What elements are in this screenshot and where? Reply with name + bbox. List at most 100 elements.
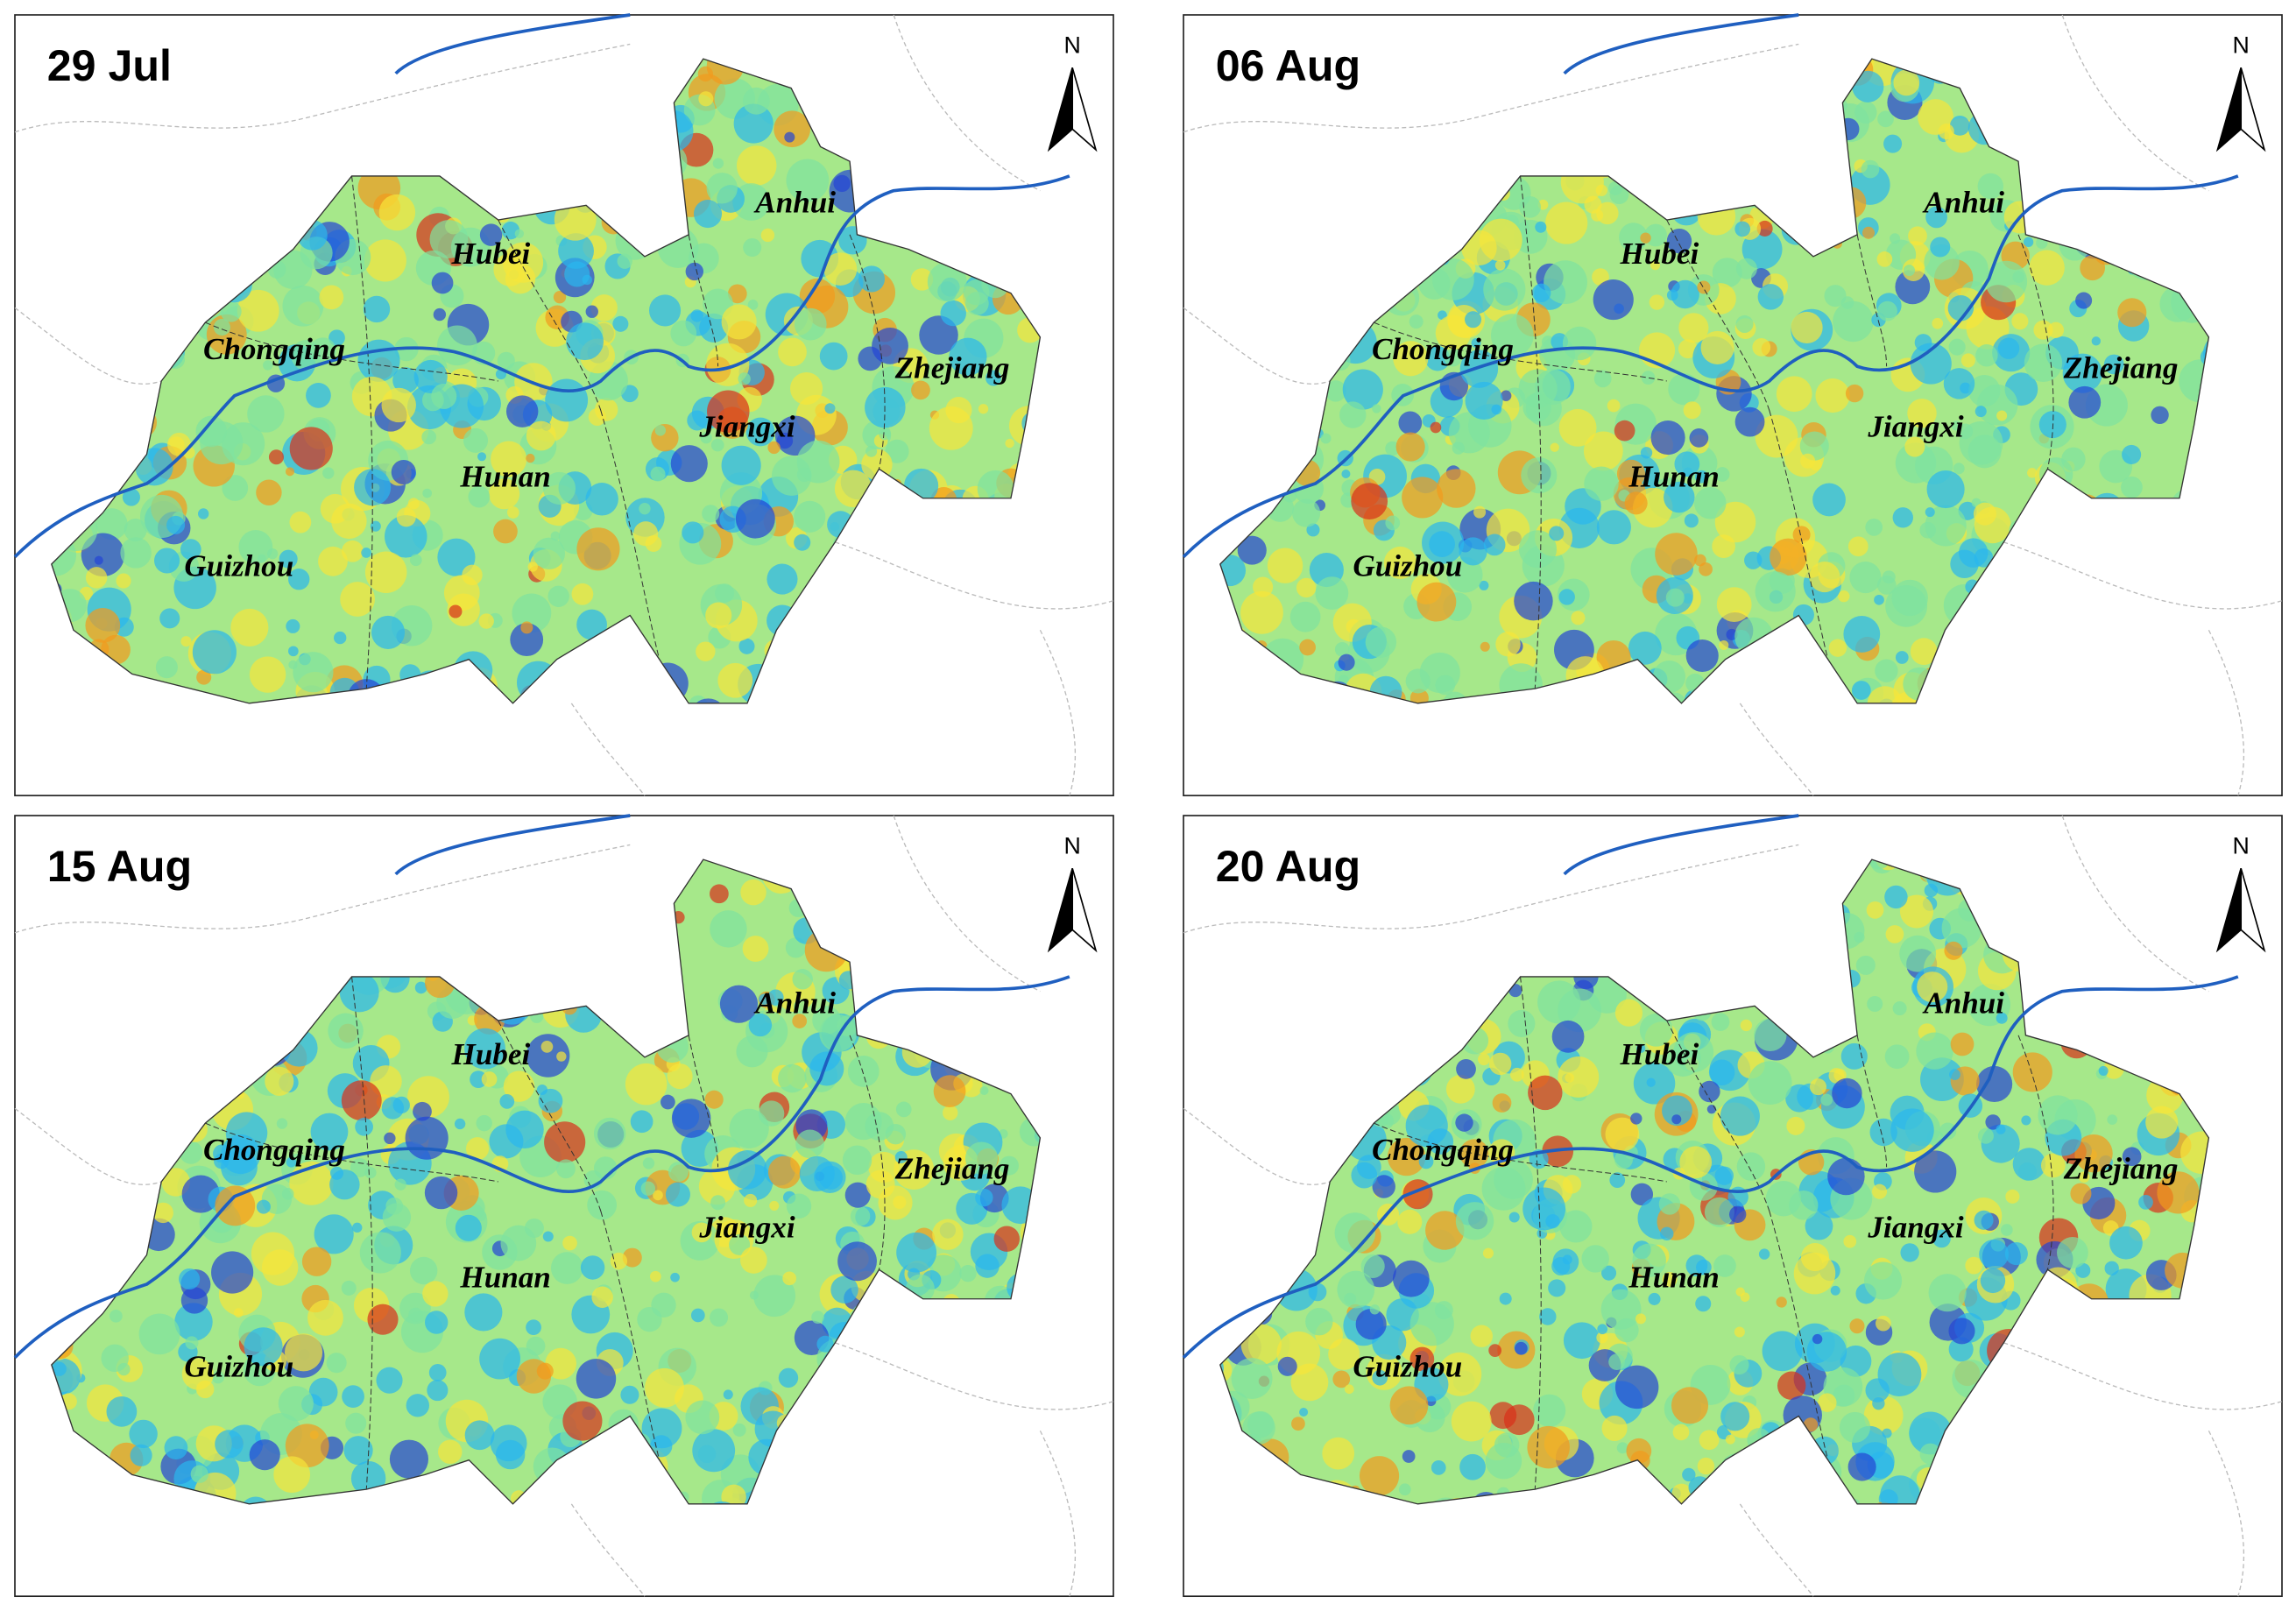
river xyxy=(13,814,1070,1359)
raster-patch xyxy=(1351,1162,1378,1189)
raster-patch xyxy=(1977,1127,1994,1144)
raster-patch xyxy=(1624,491,1648,515)
raster-patch xyxy=(422,1281,449,1307)
raster-patch xyxy=(587,1190,618,1220)
raster-patch xyxy=(585,305,598,318)
raster-patch xyxy=(159,608,180,629)
raster-patch xyxy=(1355,1308,1387,1340)
raster-patch xyxy=(493,519,518,544)
province-label: Anhui xyxy=(1922,186,2004,220)
raster-patch xyxy=(276,1118,288,1129)
raster-patch xyxy=(1483,268,1526,311)
raster-patch xyxy=(385,1197,404,1215)
raster-patch xyxy=(794,307,827,341)
raster-patch xyxy=(576,1359,617,1399)
raster-patch xyxy=(710,910,747,948)
raster-patch xyxy=(789,371,823,406)
province-label: Guizhou xyxy=(1353,1349,1462,1383)
raster-patch xyxy=(289,427,333,470)
raster-patch xyxy=(352,1222,363,1233)
raster-patch xyxy=(1827,1157,1865,1196)
raster-patch xyxy=(526,1319,541,1336)
raster-patch xyxy=(1369,1304,1381,1315)
raster-patch xyxy=(230,608,269,646)
raster-patch xyxy=(2117,298,2147,328)
raster-patch xyxy=(1839,1411,1871,1443)
raster-patch xyxy=(1694,487,1727,519)
raster-patch xyxy=(2023,237,2034,248)
raster-patch xyxy=(1828,1068,1845,1084)
raster-patch xyxy=(580,1255,605,1280)
raster-patch xyxy=(343,1436,373,1466)
raster-patch xyxy=(392,367,419,394)
map-panel: 15 Aug N Anhui Hubei Chongqing Zhejiang Jiangx… xyxy=(13,814,1114,1598)
province-label: Hunan xyxy=(1628,1260,1719,1294)
raster-patch xyxy=(712,158,724,169)
raster-patch xyxy=(478,613,494,629)
raster-patch xyxy=(639,502,651,515)
raster-patch xyxy=(1973,502,1996,526)
raster-patch xyxy=(85,607,121,643)
raster-patch xyxy=(1800,453,1816,469)
raster-patch xyxy=(1339,401,1367,428)
province-label: Zhejiang xyxy=(2063,1152,2179,1186)
raster-patch xyxy=(479,223,503,246)
raster-patch xyxy=(571,583,594,605)
raster-patch xyxy=(285,1424,329,1468)
raster-patch xyxy=(1649,294,1665,310)
raster-patch xyxy=(1614,1365,1659,1410)
raster-patch xyxy=(1899,935,1937,972)
raster-patch xyxy=(256,479,282,505)
raster-patch xyxy=(2091,336,2102,346)
raster-patch xyxy=(1665,588,1685,607)
raster-patch xyxy=(1640,232,1651,244)
raster-patch xyxy=(437,538,476,576)
raster-patch xyxy=(1900,1243,1919,1262)
raster-patch xyxy=(1334,1212,1376,1254)
raster-patch xyxy=(1907,399,1937,428)
raster-patch xyxy=(978,404,989,414)
raster-patch xyxy=(1890,233,1901,244)
raster-patch xyxy=(2180,1131,2209,1174)
raster-patch xyxy=(81,533,125,577)
raster-patch xyxy=(736,145,777,186)
raster-patch xyxy=(431,272,454,294)
raster-patch xyxy=(2040,1153,2066,1178)
raster-patch xyxy=(249,1439,280,1471)
raster-patch xyxy=(1757,284,1784,310)
raster-patch xyxy=(1890,1108,1934,1152)
raster-patch xyxy=(1882,570,1896,584)
raster-patch xyxy=(742,87,770,115)
raster-patch xyxy=(1855,955,1876,975)
raster-patch xyxy=(376,1367,403,1394)
raster-patch xyxy=(1402,1450,1416,1463)
raster-patch xyxy=(1608,180,1623,195)
raster-patch xyxy=(739,1247,767,1274)
raster-patch xyxy=(1488,1052,1512,1076)
raster-patch xyxy=(2062,353,2102,393)
raster-patch xyxy=(1845,384,1864,403)
raster-patch xyxy=(1518,530,1558,569)
raster-patch xyxy=(685,262,704,281)
raster-patch xyxy=(1219,1358,1233,1383)
raster-patch xyxy=(516,1359,552,1394)
river xyxy=(1182,13,2239,558)
raster-patch xyxy=(1869,1118,1897,1147)
raster-patch xyxy=(1641,371,1656,385)
raster-patch xyxy=(538,1088,563,1113)
raster-patch xyxy=(1609,1172,1626,1189)
raster-patch xyxy=(1748,1061,1792,1106)
raster-patch xyxy=(1459,1139,1489,1169)
raster-patch xyxy=(542,1231,554,1242)
raster-patch xyxy=(225,1112,268,1154)
raster-patch xyxy=(637,1306,662,1332)
raster-patch xyxy=(328,1013,364,1049)
raster-patch xyxy=(576,609,607,640)
raster-patch xyxy=(758,1100,785,1127)
north-arrow-right xyxy=(1071,867,1098,953)
raster-patch xyxy=(1910,343,1952,385)
raster-patch xyxy=(1465,311,1482,329)
raster-patch xyxy=(306,383,331,408)
raster-patch xyxy=(1671,1387,1709,1424)
raster-patch xyxy=(933,1075,966,1108)
